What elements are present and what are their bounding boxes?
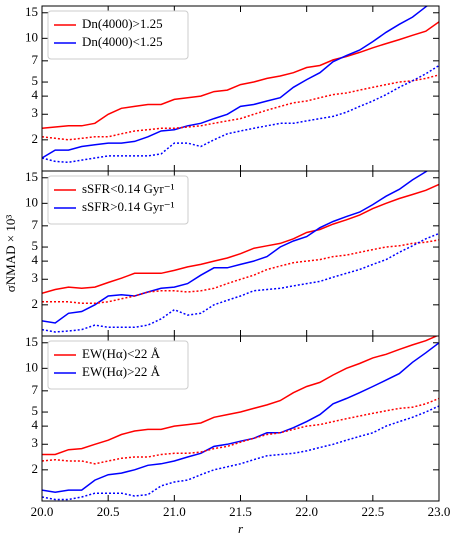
y-axis-label: σNMAD × 10³ [3,215,18,293]
y-tick-label: 2 [32,461,39,476]
legend-label: EW(Hα)<22 Å [82,346,161,361]
y-tick-label: 4 [32,87,39,102]
y-tick-label: 10 [25,194,38,209]
y-tick-label: 7 [32,217,39,232]
x-tick-label: 21.5 [229,504,252,519]
series-line [42,405,439,501]
series-line [42,183,439,295]
y-tick-label: 15 [25,334,38,349]
legend-box [47,175,189,225]
y-tick-label: 15 [25,169,38,184]
plot-lines [42,6,439,164]
plot-lines [42,336,439,501]
y-tick-label: 10 [25,29,38,44]
legend-label: Dn(4000)>1.25 [82,16,163,31]
y-tick-label: 7 [32,382,39,397]
series-line [42,239,439,305]
series-line [42,171,429,324]
series-line [42,6,429,159]
plot-lines [42,171,439,333]
series-line [42,397,439,465]
x-tick-label: 22.0 [295,504,318,519]
y-tick-label: 7 [32,52,39,67]
y-tick-label: 4 [32,252,39,267]
y-tick-label: 4 [32,417,39,432]
series-line [42,64,439,164]
x-tick-label: 20.0 [31,504,54,519]
y-tick-label: 2 [32,131,39,146]
x-tick-label: 20.5 [97,504,120,519]
x-tick-label: 23.0 [428,504,451,519]
y-tick-label: 3 [32,105,39,120]
series-line [42,336,439,456]
y-tick-label: 5 [32,403,39,418]
x-axis-label: r [238,521,244,536]
legend-label: EW(Hα)>22 Å [82,364,161,379]
plot-frame [41,335,440,502]
x-tick-label: 21.0 [163,504,186,519]
legend-box [47,340,189,390]
x-tick-label: 22.5 [361,504,384,519]
y-tick-label: 3 [32,270,39,285]
y-tick-label: 3 [32,435,39,450]
legend-box [47,10,189,60]
legend-label: Dn(4000)<1.25 [82,34,163,49]
y-tick-label: 5 [32,73,39,88]
series-line [42,74,439,141]
y-tick-label: 5 [32,238,39,253]
y-tick-label: 2 [32,296,39,311]
legend-label: sSFR>0.14 Gyr⁻¹ [82,199,175,214]
legend-label: sSFR<0.14 Gyr⁻¹ [82,181,175,196]
series-line [42,342,439,494]
y-tick-label: 15 [25,4,38,19]
series-line [42,232,439,333]
series-line [42,21,439,130]
y-tick-label: 10 [25,359,38,374]
